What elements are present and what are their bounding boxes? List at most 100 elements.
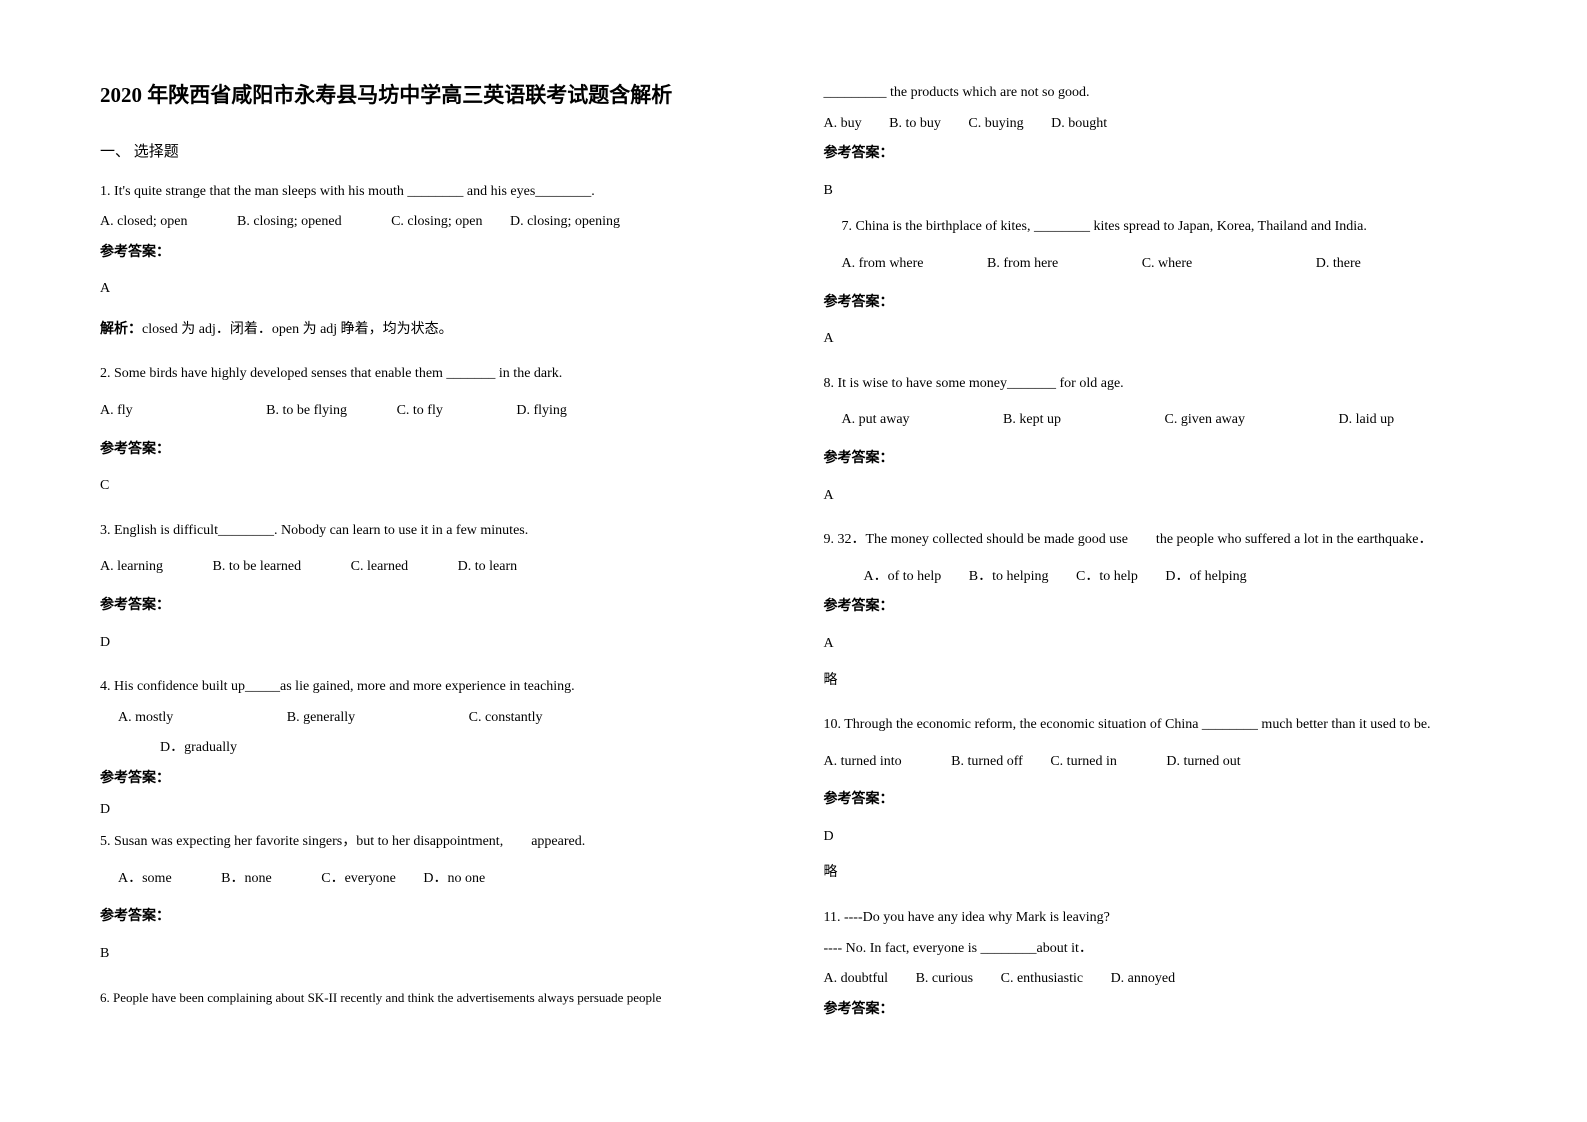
answer-label: 参考答案： bbox=[824, 446, 1488, 473]
q5-opt-d: D．no one bbox=[423, 866, 485, 893]
section-header: 一、 选择题 bbox=[100, 140, 764, 161]
q3-text: 3. English is difficult________. Nobody … bbox=[100, 518, 764, 545]
q1-opt-a: A. closed; open bbox=[100, 209, 187, 236]
q11-text1: 11. ----Do you have any idea why Mark is… bbox=[824, 905, 1488, 932]
question-1: 1. It's quite strange that the man sleep… bbox=[100, 179, 764, 344]
q1-opt-d: D. closing; opening bbox=[510, 209, 620, 236]
q5-text: 5. Susan was expecting her favorite sing… bbox=[100, 829, 764, 856]
q5-opt-c: C．everyone bbox=[321, 866, 396, 893]
q1-explain: 解析：closed 为 adj．闭着．open 为 adj 睁着，均为状态。 bbox=[100, 317, 764, 344]
q2-options: A. fly B. to be flying C. to fly D. flyi… bbox=[100, 398, 764, 425]
q11-opt-d: D. annoyed bbox=[1111, 966, 1176, 993]
q9-opt-b: B．to helping bbox=[969, 564, 1049, 591]
answer-label: 参考答案： bbox=[100, 766, 764, 793]
explain-label: 解析： bbox=[100, 322, 142, 337]
question-4: 4. His confidence built up_____as lie ga… bbox=[100, 674, 764, 823]
q3-answer: D bbox=[100, 630, 764, 657]
q4-options-2: D．gradually bbox=[100, 735, 764, 762]
answer-label: 参考答案： bbox=[100, 240, 764, 267]
q6-opt-b: B. to buy bbox=[889, 111, 941, 138]
answer-label: 参考答案： bbox=[100, 904, 764, 931]
q7-text: 7. China is the birthplace of kites, ___… bbox=[824, 214, 1488, 241]
answer-label: 参考答案： bbox=[824, 594, 1488, 621]
question-7: 7. China is the birthplace of kites, ___… bbox=[824, 214, 1488, 352]
q6-opt-a: A. buy bbox=[824, 111, 862, 138]
q7-opt-d: D. there bbox=[1316, 251, 1361, 278]
question-5: 5. Susan was expecting her favorite sing… bbox=[100, 829, 764, 967]
q4-opt-a: A. mostly bbox=[118, 705, 173, 732]
q8-opt-c: C. given away bbox=[1165, 407, 1245, 434]
q4-opt-b: B. generally bbox=[287, 705, 355, 732]
page-container: 2020 年陕西省咸阳市永寿县马坊中学高三英语联考试题含解析 一、 选择题 1.… bbox=[0, 0, 1587, 1063]
question-9: 9. 32．The money collected should be made… bbox=[824, 527, 1488, 694]
q11-opt-b: B. curious bbox=[916, 966, 974, 993]
question-6-part1: 6. People have been complaining about SK… bbox=[100, 986, 764, 1011]
q9-answer: A bbox=[824, 631, 1488, 658]
q3-options: A. learning B. to be learned C. learned … bbox=[100, 554, 764, 581]
q2-opt-a: A. fly bbox=[100, 398, 133, 425]
q7-opt-b: B. from here bbox=[987, 251, 1058, 278]
answer-label: 参考答案： bbox=[824, 997, 1488, 1024]
q6-opt-d: D. bought bbox=[1051, 111, 1107, 138]
q4-options: A. mostly B. generally C. constantly bbox=[100, 705, 764, 732]
q3-opt-b: B. to be learned bbox=[212, 554, 301, 581]
q5-answer: B bbox=[100, 941, 764, 968]
q11-text2: ---- No. In fact, everyone is ________ab… bbox=[824, 936, 1488, 963]
q10-text: 10. Through the economic reform, the eco… bbox=[824, 712, 1488, 739]
answer-label: 参考答案： bbox=[824, 787, 1488, 814]
q8-text: 8. It is wise to have some money_______ … bbox=[824, 371, 1488, 398]
q11-options: A. doubtful B. curious C. enthusiastic D… bbox=[824, 966, 1488, 993]
document-title: 2020 年陕西省咸阳市永寿县马坊中学高三英语联考试题含解析 bbox=[100, 80, 764, 112]
q9-opt-a: A．of to help bbox=[864, 564, 942, 591]
q10-answer: D bbox=[824, 824, 1488, 851]
q5-opt-a: A．some bbox=[118, 866, 172, 893]
question-3: 3. English is difficult________. Nobody … bbox=[100, 518, 764, 656]
q9-opt-c: C．to help bbox=[1076, 564, 1138, 591]
q10-opt-d: D. turned out bbox=[1166, 749, 1240, 776]
q5-opt-b: B．none bbox=[221, 866, 272, 893]
q8-answer: A bbox=[824, 483, 1488, 510]
q1-opt-c: C. closing; open bbox=[391, 209, 482, 236]
q11-opt-a: A. doubtful bbox=[824, 966, 889, 993]
q11-opt-c: C. enthusiastic bbox=[1001, 966, 1083, 993]
q4-answer: D bbox=[100, 797, 764, 824]
q4-opt-d: D．gradually bbox=[160, 735, 237, 762]
q6-text: 6. People have been complaining about SK… bbox=[100, 986, 764, 1011]
q6-opt-c: C. buying bbox=[968, 111, 1023, 138]
right-column: _________ the products which are not so … bbox=[824, 80, 1488, 1023]
q9-text: 9. 32．The money collected should be made… bbox=[824, 527, 1488, 554]
answer-label: 参考答案： bbox=[824, 141, 1488, 168]
q1-explain-text: closed 为 adj．闭着．open 为 adj 睁着，均为状态。 bbox=[142, 322, 453, 337]
q9-options: A．of to help B．to helping C．to help D．of… bbox=[824, 564, 1488, 591]
left-column: 2020 年陕西省咸阳市永寿县马坊中学高三英语联考试题含解析 一、 选择题 1.… bbox=[100, 80, 764, 1023]
q2-opt-d: D. flying bbox=[516, 398, 567, 425]
answer-label: 参考答案： bbox=[100, 437, 764, 464]
q10-opt-a: A. turned into bbox=[824, 749, 902, 776]
question-11: 11. ----Do you have any idea why Mark is… bbox=[824, 905, 1488, 1023]
answer-label: 参考答案： bbox=[100, 593, 764, 620]
question-2: 2. Some birds have highly developed sens… bbox=[100, 361, 764, 499]
q3-opt-d: D. to learn bbox=[458, 554, 517, 581]
q7-opt-a: A. from where bbox=[842, 251, 924, 278]
q3-opt-c: C. learned bbox=[351, 554, 409, 581]
q4-text: 4. His confidence built up_____as lie ga… bbox=[100, 674, 764, 701]
q2-opt-b: B. to be flying bbox=[266, 398, 347, 425]
q2-answer: C bbox=[100, 473, 764, 500]
q7-options: A. from where B. from here C. where D. t… bbox=[824, 251, 1488, 278]
question-8: 8. It is wise to have some money_______ … bbox=[824, 371, 1488, 509]
q5-options: A．some B．none C．everyone D．no one bbox=[100, 866, 764, 893]
q9-opt-d: D．of helping bbox=[1165, 564, 1246, 591]
q10-options: A. turned into B. turned off C. turned i… bbox=[824, 749, 1488, 776]
q1-answer: A bbox=[100, 276, 764, 303]
q6-cont: _________ the products which are not so … bbox=[824, 80, 1488, 107]
q8-options: A. put away B. kept up C. given away D. … bbox=[824, 407, 1488, 434]
q2-opt-c: C. to fly bbox=[397, 398, 443, 425]
q8-opt-a: A. put away bbox=[842, 407, 910, 434]
q1-text: 1. It's quite strange that the man sleep… bbox=[100, 179, 764, 206]
q4-opt-c: C. constantly bbox=[469, 705, 543, 732]
q10-opt-c: C. turned in bbox=[1050, 749, 1117, 776]
question-10: 10. Through the economic reform, the eco… bbox=[824, 712, 1488, 887]
q9-omit: 略 bbox=[824, 668, 1488, 695]
question-6-part2: _________ the products which are not so … bbox=[824, 80, 1488, 204]
q6-options: A. buy B. to buy C. buying D. bought bbox=[824, 111, 1488, 138]
